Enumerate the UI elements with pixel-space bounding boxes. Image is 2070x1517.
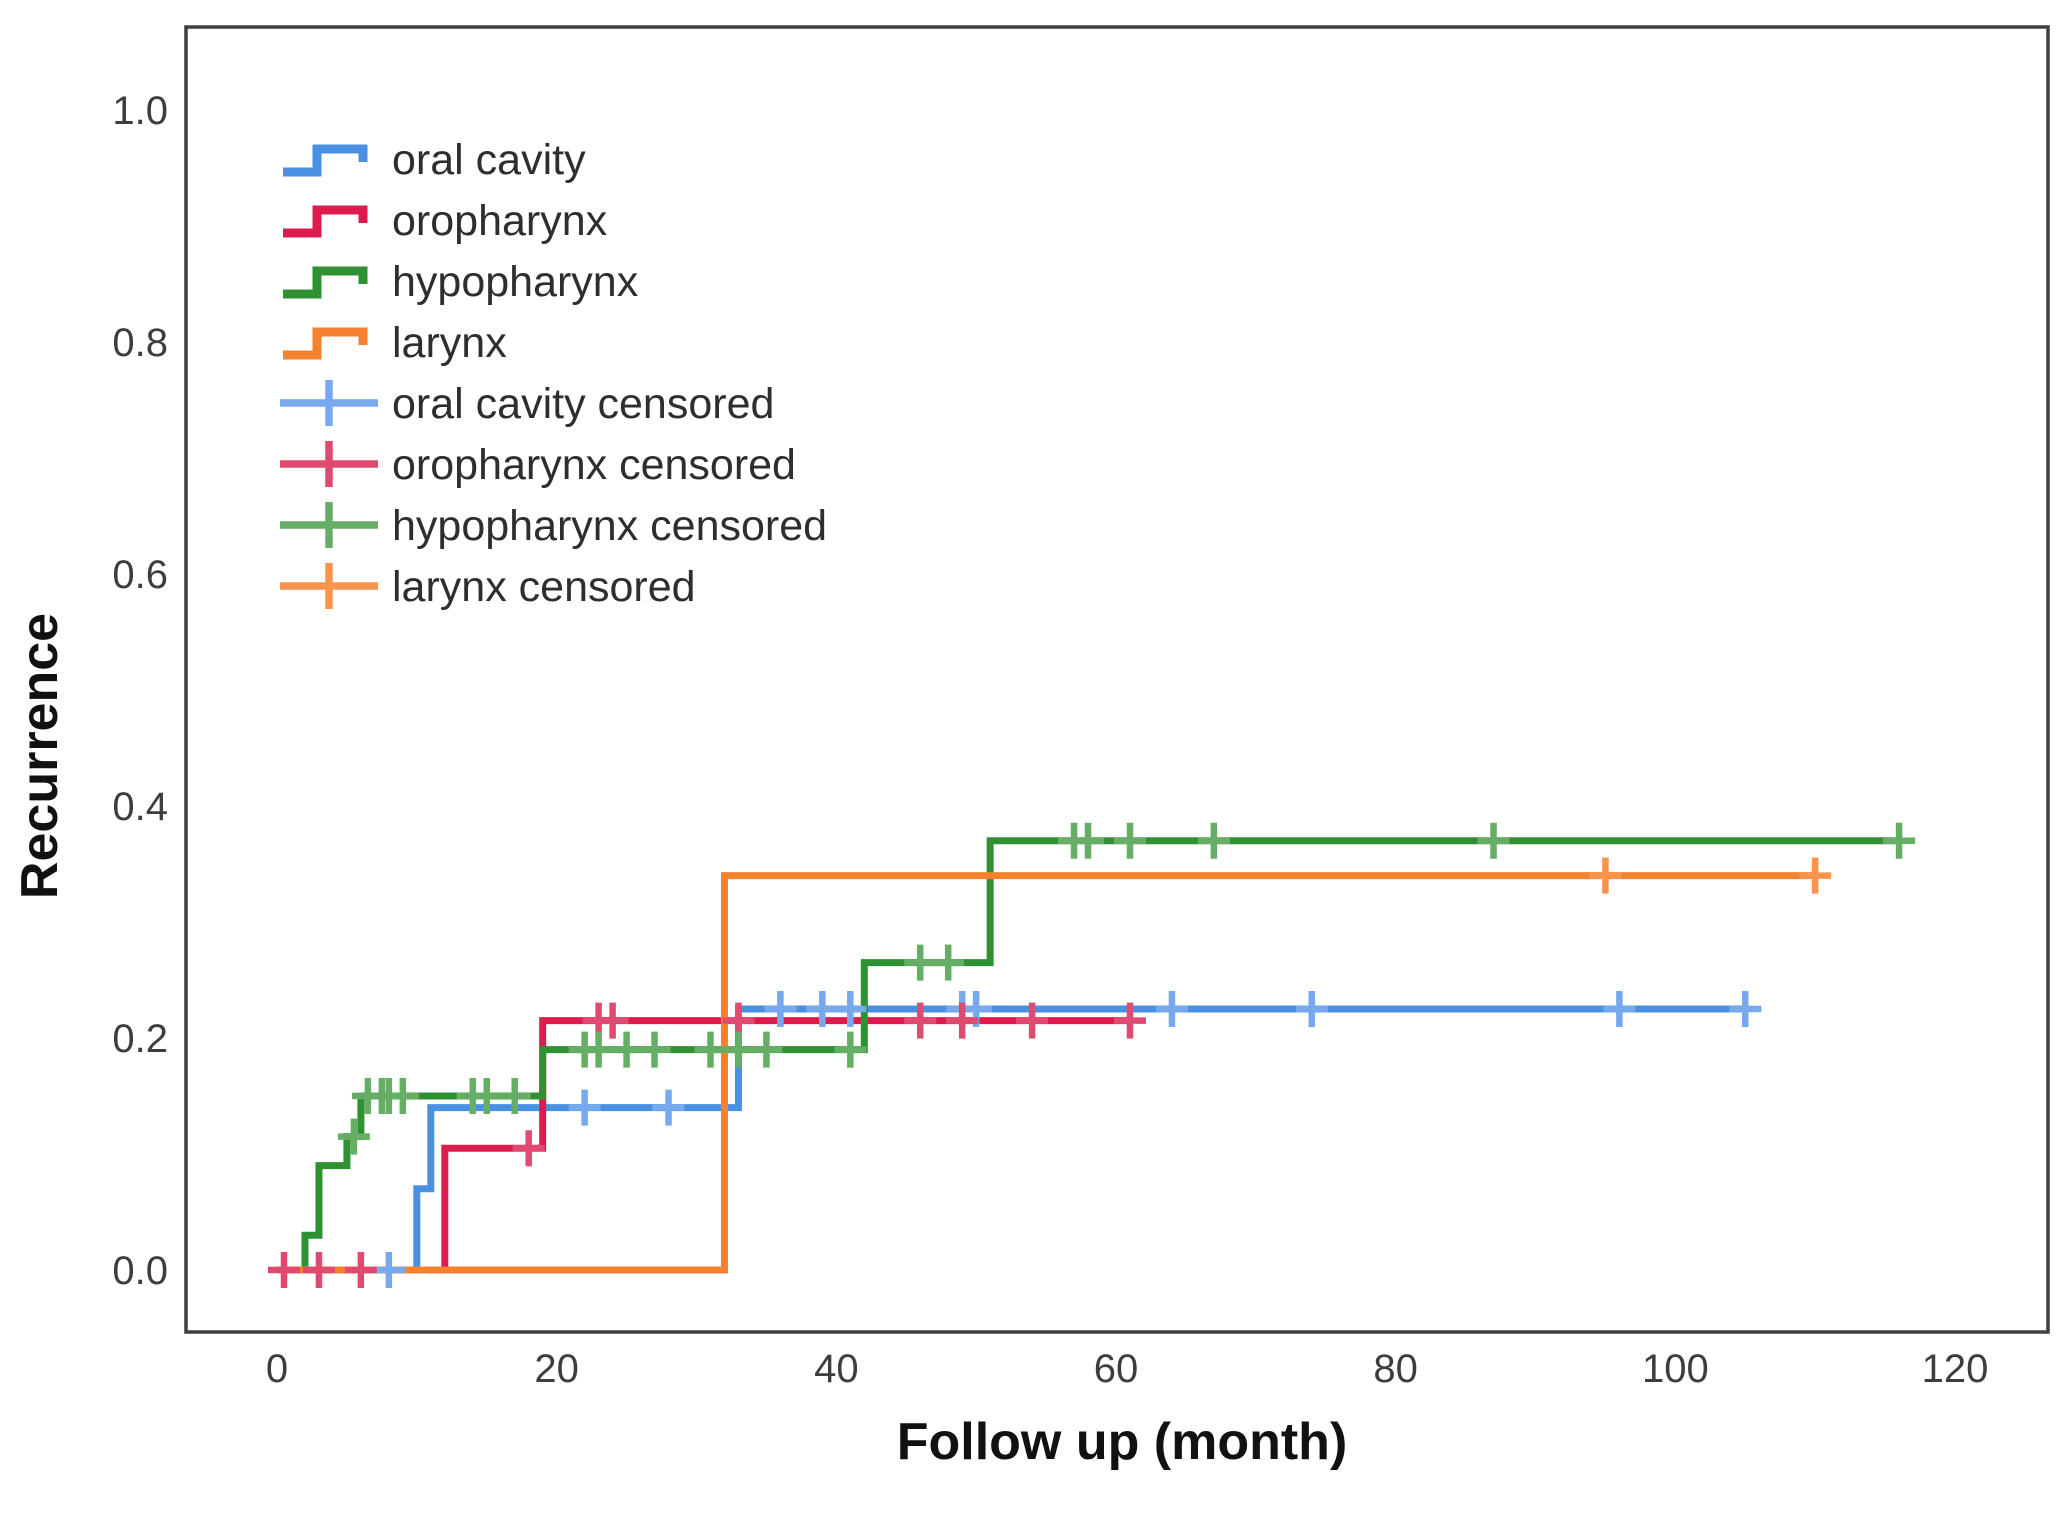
censor-mark: [337, 1118, 370, 1155]
censor-marks-oral-cavity: [372, 991, 1762, 1288]
censor-marks-oropharynx: [267, 1002, 1146, 1288]
censor-mark: [344, 1252, 377, 1288]
legend-censor-swatch: [280, 380, 378, 426]
censor-mark: [1072, 822, 1105, 859]
censor-mark: [498, 1078, 531, 1114]
x-tick-label: 100: [1642, 1347, 1709, 1391]
series-line-oral-cavity: [277, 1005, 1746, 1274]
y-tick-label: 0.8: [112, 321, 168, 365]
censor-mark: [806, 991, 839, 1027]
legend-label: oropharynx: [392, 197, 608, 245]
censor-mark: [1113, 822, 1146, 859]
censor-mark: [834, 1031, 867, 1068]
legend-line-swatch: [283, 205, 368, 238]
censor-mark: [582, 1031, 615, 1068]
censor-mark: [750, 1031, 783, 1068]
legend-censor-swatch: [280, 441, 378, 487]
legend-censor-swatch: [280, 563, 378, 609]
plot-frame: [184, 25, 2050, 1334]
legend-line-swatch: [283, 144, 368, 177]
censor-mark: [946, 1002, 979, 1039]
legend-label: oropharynx censored: [392, 441, 796, 489]
censor-mark: [372, 1252, 405, 1288]
censor-mark: [470, 1078, 503, 1114]
y-axis-title: Recurrence: [11, 612, 69, 900]
legend-label: hypopharynx censored: [392, 502, 827, 550]
legend: oral cavity oropharynx hypopharynx larynx or…: [280, 136, 827, 611]
censor-mark: [652, 1089, 685, 1126]
legend-item-hypopharynx: hypopharynx: [283, 258, 639, 306]
censor-mark: [1477, 822, 1510, 859]
legend-line-swatch: [283, 327, 368, 360]
censor-mark: [596, 1002, 629, 1039]
censor-marks-larynx: [1589, 857, 1832, 894]
censor-mark: [1799, 857, 1832, 894]
censor-mark: [1113, 1002, 1146, 1039]
legend-item-oral-cavity: oral cavity: [283, 136, 586, 184]
legend-label: larynx: [392, 319, 507, 367]
censor-mark: [638, 1031, 671, 1068]
x-tick-label: 20: [534, 1347, 579, 1391]
legend-item-oropharynx: oropharynx: [283, 197, 608, 245]
censor-mark: [1016, 1002, 1049, 1039]
legend-item-oropharynx-censored: oropharynx censored: [280, 441, 796, 489]
legend-line-swatch: [283, 266, 368, 299]
censor-mark: [1295, 991, 1328, 1027]
y-tick-label: 0.6: [112, 553, 168, 597]
x-tick-label: 80: [1373, 1347, 1418, 1391]
censor-marks-hypopharynx: [337, 822, 1916, 1155]
legend-label: oral cavity censored: [392, 380, 774, 428]
censor-mark: [386, 1078, 419, 1114]
y-tick-label: 0.2: [112, 1017, 168, 1061]
censor-mark: [904, 1002, 937, 1039]
legend-item-oral-cavity-censored: oral cavity censored: [280, 380, 774, 428]
legend-label: hypopharynx: [392, 258, 639, 306]
series-line-oropharynx: [277, 1017, 1130, 1274]
censor-mark: [694, 1031, 727, 1068]
legend-label: oral cavity: [392, 136, 586, 184]
censor-mark: [932, 944, 965, 981]
x-tick-label: 0: [266, 1347, 288, 1391]
series-line-hypopharynx: [277, 837, 1900, 1274]
legend-item-hypopharynx-censored: hypopharynx censored: [280, 502, 827, 550]
y-tick-label: 0.0: [112, 1249, 168, 1293]
legend-item-larynx: larynx: [283, 319, 507, 367]
censor-mark: [722, 1031, 755, 1068]
x-axis-title: Follow up (month): [896, 1413, 1348, 1471]
series-line-larynx: [277, 872, 1816, 1274]
censor-mark: [1155, 991, 1188, 1027]
censor-mark: [1603, 991, 1636, 1027]
censor-mark: [1729, 991, 1762, 1027]
censor-mark: [302, 1252, 335, 1288]
x-tick-label: 120: [1922, 1347, 1989, 1391]
x-tick-label: 60: [1094, 1347, 1139, 1391]
censor-mark: [267, 1252, 300, 1288]
censor-mark: [764, 991, 797, 1027]
censor-mark: [834, 991, 867, 1027]
y-tick-label: 1.0: [112, 89, 168, 133]
censor-mark: [568, 1089, 601, 1126]
legend-item-larynx-censored: larynx censored: [280, 563, 696, 611]
legend-label: larynx censored: [392, 563, 696, 611]
censor-mark: [512, 1130, 545, 1167]
y-tick-label: 0.4: [112, 785, 168, 829]
censor-mark: [1589, 857, 1622, 894]
censor-mark: [904, 944, 937, 981]
censor-mark: [1197, 822, 1230, 859]
x-tick-label: 40: [814, 1347, 859, 1391]
censor-mark: [610, 1031, 643, 1068]
censor-mark: [1883, 822, 1916, 859]
legend-censor-swatch: [280, 502, 378, 548]
